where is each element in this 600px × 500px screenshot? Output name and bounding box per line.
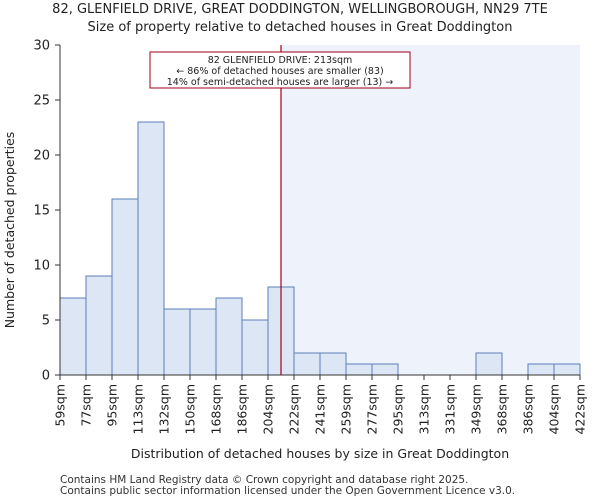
x-tick-label-295sqm: 295sqm bbox=[391, 384, 406, 434]
y-tick-label-25: 25 bbox=[33, 94, 50, 109]
highlight-region bbox=[281, 45, 580, 375]
x-tick-label-95sqm: 95sqm bbox=[105, 384, 120, 427]
x-tick-label-222sqm: 222sqm bbox=[287, 384, 302, 434]
x-tick-label-168sqm: 168sqm bbox=[209, 384, 224, 434]
bar-386sqm bbox=[527, 363, 555, 376]
x-tick-label-386sqm: 386sqm bbox=[521, 384, 536, 434]
bar-95sqm bbox=[111, 198, 139, 376]
x-axis-label: Distribution of detached houses by size … bbox=[131, 446, 509, 461]
x-tick-label-186sqm: 186sqm bbox=[235, 384, 250, 434]
annotation-line-1: 82 GLENFIELD DRIVE: 213sqm bbox=[208, 55, 353, 66]
x-tick-label-259sqm: 259sqm bbox=[339, 384, 354, 434]
bar-168sqm bbox=[215, 297, 243, 376]
x-tick-label-241sqm: 241sqm bbox=[313, 384, 328, 434]
larger-region bbox=[281, 45, 580, 375]
chart-title: 82, GLENFIELD DRIVE, GREAT DODDINGTON, W… bbox=[52, 2, 548, 17]
footer-line-2: Contains public sector information licen… bbox=[60, 485, 516, 497]
x-tick-label-331sqm: 331sqm bbox=[443, 384, 458, 434]
bar-132sqm bbox=[163, 308, 191, 376]
footer-line-1: Contains HM Land Registry data © Crown c… bbox=[60, 474, 469, 486]
annotation-group: 82 GLENFIELD DRIVE: 213sqm← 86% of detac… bbox=[149, 51, 411, 89]
y-tick-label-20: 20 bbox=[33, 149, 50, 164]
bar-150sqm bbox=[189, 308, 217, 376]
y-tick-label-10: 10 bbox=[33, 259, 50, 274]
x-tick-label-368sqm: 368sqm bbox=[495, 384, 510, 434]
y-tick-label-30: 30 bbox=[33, 39, 50, 54]
y-axis-label: Number of detached properties bbox=[2, 132, 17, 329]
chart-subtitle: Size of property relative to detached ho… bbox=[87, 20, 513, 35]
x-tick-label-113sqm: 113sqm bbox=[131, 384, 146, 434]
x-tick-label-204sqm: 204sqm bbox=[261, 384, 276, 434]
x-axis: 59sqm 77sqm 95sqm 113sqm 132sqm 150sqm 168sqm 1… bbox=[53, 374, 588, 434]
annotation-line-2: ← 86% of detached houses are smaller (83… bbox=[176, 66, 383, 77]
x-tick-label-132sqm: 132sqm bbox=[157, 384, 172, 434]
x-tick-label-150sqm: 150sqm bbox=[183, 384, 198, 434]
y-tick-label-0: 0 bbox=[42, 369, 50, 384]
x-tick-label-59sqm: 59sqm bbox=[53, 384, 68, 427]
bar-277sqm bbox=[371, 363, 399, 376]
bar-222sqm bbox=[293, 352, 321, 376]
x-tick-label-313sqm: 313sqm bbox=[417, 384, 432, 434]
y-axis: 0 5 10 15 20 25 30 bbox=[33, 39, 61, 384]
bar-59sqm bbox=[59, 297, 87, 376]
x-tick-label-77sqm: 77sqm bbox=[79, 384, 94, 427]
x-tick-label-349sqm: 349sqm bbox=[469, 384, 484, 434]
y-tick-label-5: 5 bbox=[42, 314, 50, 329]
x-tick-label-422sqm: 422sqm bbox=[573, 384, 588, 434]
annotation-box bbox=[149, 51, 411, 89]
bars-group bbox=[59, 121, 581, 376]
bar-349sqm bbox=[475, 352, 503, 376]
annotation-line-3: 14% of semi-detached houses are larger (… bbox=[167, 77, 394, 88]
bar-77sqm bbox=[85, 275, 113, 376]
bar-113sqm bbox=[137, 121, 165, 376]
bar-186sqm bbox=[241, 319, 269, 376]
histogram-chart: 0 5 10 15 20 25 30 59sqm 77sqm 95sqm 113sqm 132sqm… bbox=[2, 39, 588, 462]
bar-404sqm bbox=[553, 363, 581, 376]
x-tick-label-404sqm: 404sqm bbox=[547, 384, 562, 434]
bar-259sqm bbox=[345, 363, 373, 376]
bar-241sqm bbox=[319, 352, 347, 376]
x-tick-label-277sqm: 277sqm bbox=[365, 384, 380, 434]
y-tick-label-15: 15 bbox=[33, 204, 50, 219]
